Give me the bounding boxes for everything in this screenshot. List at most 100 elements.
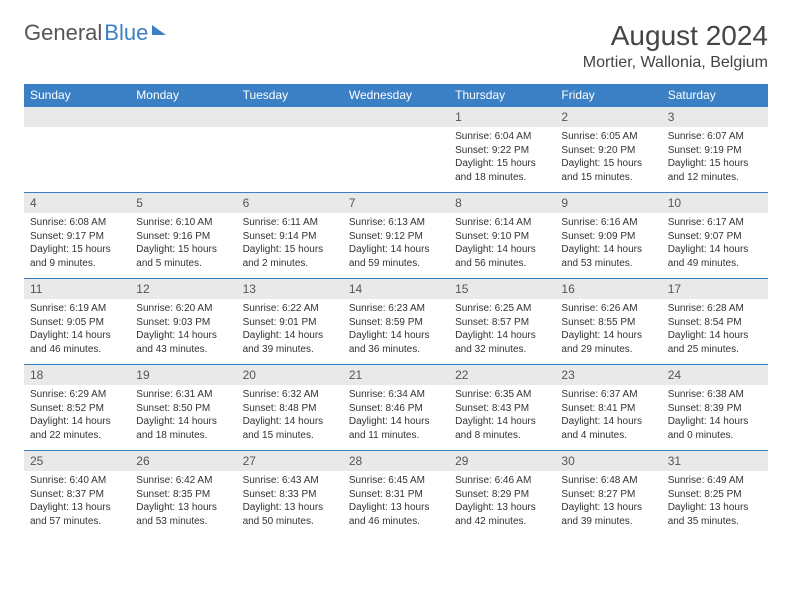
sunrise-text: Sunrise: 6:28 AM: [668, 302, 762, 316]
day-number: 30: [555, 451, 661, 471]
day-sun-data: Sunrise: 6:05 AMSunset: 9:20 PMDaylight:…: [555, 127, 661, 187]
day-number: 31: [662, 451, 768, 471]
day-sun-data: Sunrise: 6:19 AMSunset: 9:05 PMDaylight:…: [24, 299, 130, 359]
brand-part2: Blue: [104, 20, 148, 46]
daylight-text: Daylight: 15 hours and 5 minutes.: [136, 243, 230, 270]
daylight-text: Daylight: 13 hours and 57 minutes.: [30, 501, 124, 528]
weekday-header: Monday: [130, 84, 236, 107]
daylight-text: Daylight: 15 hours and 2 minutes.: [243, 243, 337, 270]
day-number: 14: [343, 279, 449, 299]
sunrise-text: Sunrise: 6:48 AM: [561, 474, 655, 488]
sunrise-text: Sunrise: 6:14 AM: [455, 216, 549, 230]
calendar-day-cell: 19Sunrise: 6:31 AMSunset: 8:50 PMDayligh…: [130, 365, 236, 451]
sunset-text: Sunset: 8:27 PM: [561, 488, 655, 502]
day-number: 27: [237, 451, 343, 471]
calendar-day-cell: 13Sunrise: 6:22 AMSunset: 9:01 PMDayligh…: [237, 279, 343, 365]
sunset-text: Sunset: 9:19 PM: [668, 144, 762, 158]
daylight-text: Daylight: 14 hours and 4 minutes.: [561, 415, 655, 442]
day-sun-data: Sunrise: 6:22 AMSunset: 9:01 PMDaylight:…: [237, 299, 343, 359]
sunset-text: Sunset: 8:50 PM: [136, 402, 230, 416]
calendar-day-cell: 30 Sunrise: 6:48 AMSunset: 8:27 PMDayligh…: [555, 451, 661, 537]
calendar-day-cell: 5Sunrise: 6:10 AMSunset: 9:16 PMDaylight…: [130, 193, 236, 279]
day-sun-data: Sunrise: 6:35 AMSunset: 8:43 PMDaylight:…: [449, 385, 555, 445]
day-sun-data: Sunrise: 6:40 AMSunset: 8:37 PMDaylight:…: [24, 471, 130, 531]
calendar-day-cell: 9Sunrise: 6:16 AMSunset: 9:09 PMDaylight…: [555, 193, 661, 279]
weekday-header: Saturday: [662, 84, 768, 107]
sunrise-text: Sunrise: 6:43 AM: [243, 474, 337, 488]
weekday-header: Wednesday: [343, 84, 449, 107]
day-sun-data: Sunrise: 6:43 AMSunset: 8:33 PMDaylight:…: [237, 471, 343, 531]
calendar-table: SundayMondayTuesdayWednesdayThursdayFrid…: [24, 84, 768, 537]
day-number: 24: [662, 365, 768, 385]
day-sun-data: Sunrise: 6:17 AMSunset: 9:07 PMDaylight:…: [662, 213, 768, 273]
daylight-text: Daylight: 14 hours and 36 minutes.: [349, 329, 443, 356]
sunset-text: Sunset: 8:48 PM: [243, 402, 337, 416]
month-title: August 2024: [583, 20, 768, 52]
day-number: 15: [449, 279, 555, 299]
day-number: 19: [130, 365, 236, 385]
sunset-text: Sunset: 8:59 PM: [349, 316, 443, 330]
sunset-text: Sunset: 8:43 PM: [455, 402, 549, 416]
daylight-text: Daylight: 14 hours and 18 minutes.: [136, 415, 230, 442]
day-number: 7: [343, 193, 449, 213]
calendar-day-cell: 1Sunrise: 6:04 AMSunset: 9:22 PMDaylight…: [449, 107, 555, 193]
daylight-text: Daylight: 14 hours and 32 minutes.: [455, 329, 549, 356]
calendar-day-cell: 12Sunrise: 6:20 AMSunset: 9:03 PMDayligh…: [130, 279, 236, 365]
sunset-text: Sunset: 8:29 PM: [455, 488, 549, 502]
sunrise-text: Sunrise: 6:08 AM: [30, 216, 124, 230]
sunrise-text: Sunrise: 6:05 AM: [561, 130, 655, 144]
sunrise-text: Sunrise: 6:37 AM: [561, 388, 655, 402]
calendar-day-cell: [130, 107, 236, 193]
sunset-text: Sunset: 9:09 PM: [561, 230, 655, 244]
sunrise-text: Sunrise: 6:32 AM: [243, 388, 337, 402]
sunrise-text: Sunrise: 6:40 AM: [30, 474, 124, 488]
day-number: 6: [237, 193, 343, 213]
day-number: 9: [555, 193, 661, 213]
day-sun-data: Sunrise: 6:20 AMSunset: 9:03 PMDaylight:…: [130, 299, 236, 359]
sunset-text: Sunset: 8:25 PM: [668, 488, 762, 502]
weekday-header: Tuesday: [237, 84, 343, 107]
calendar-day-cell: 29Sunrise: 6:46 AMSunset: 8:29 PMDayligh…: [449, 451, 555, 537]
day-number-empty: [24, 107, 130, 127]
day-sun-data: Sunrise: 6:14 AMSunset: 9:10 PMDaylight:…: [449, 213, 555, 273]
daylight-text: Daylight: 15 hours and 12 minutes.: [668, 157, 762, 184]
sunset-text: Sunset: 8:52 PM: [30, 402, 124, 416]
daylight-text: Daylight: 14 hours and 29 minutes.: [561, 329, 655, 356]
daylight-text: Daylight: 14 hours and 39 minutes.: [243, 329, 337, 356]
day-sun-data: Sunrise: 6:23 AMSunset: 8:59 PMDaylight:…: [343, 299, 449, 359]
sunrise-text: Sunrise: 6:11 AM: [243, 216, 337, 230]
sunrise-text: Sunrise: 6:25 AM: [455, 302, 549, 316]
sunrise-text: Sunrise: 6:26 AM: [561, 302, 655, 316]
sunrise-text: Sunrise: 6:38 AM: [668, 388, 762, 402]
day-number: 20: [237, 365, 343, 385]
day-number: 26: [130, 451, 236, 471]
sunset-text: Sunset: 8:41 PM: [561, 402, 655, 416]
day-sun-data: Sunrise: 6:32 AMSunset: 8:48 PMDaylight:…: [237, 385, 343, 445]
calendar-day-cell: 23Sunrise: 6:37 AMSunset: 8:41 PMDayligh…: [555, 365, 661, 451]
daylight-text: Daylight: 13 hours and 53 minutes.: [136, 501, 230, 528]
calendar-day-cell: 6Sunrise: 6:11 AMSunset: 9:14 PMDaylight…: [237, 193, 343, 279]
day-sun-data: Sunrise: 6:49 AMSunset: 8:25 PMDaylight:…: [662, 471, 768, 531]
day-number: 16: [555, 279, 661, 299]
sunrise-text: Sunrise: 6:49 AM: [668, 474, 762, 488]
day-sun-data: Sunrise: 6:16 AMSunset: 9:09 PMDaylight:…: [555, 213, 661, 273]
daylight-text: Daylight: 13 hours and 46 minutes.: [349, 501, 443, 528]
daylight-text: Daylight: 14 hours and 59 minutes.: [349, 243, 443, 270]
day-number: 25: [24, 451, 130, 471]
calendar-day-cell: [237, 107, 343, 193]
daylight-text: Daylight: 14 hours and 11 minutes.: [349, 415, 443, 442]
brand-flag-icon: [152, 25, 166, 35]
daylight-text: Daylight: 13 hours and 42 minutes.: [455, 501, 549, 528]
daylight-text: Daylight: 15 hours and 15 minutes.: [561, 157, 655, 184]
sunrise-text: Sunrise: 6:16 AM: [561, 216, 655, 230]
sunset-text: Sunset: 9:16 PM: [136, 230, 230, 244]
daylight-text: Daylight: 15 hours and 9 minutes.: [30, 243, 124, 270]
calendar-day-cell: 17Sunrise: 6:28 AMSunset: 8:54 PMDayligh…: [662, 279, 768, 365]
daylight-text: Daylight: 13 hours and 39 minutes.: [561, 501, 655, 528]
day-number-empty: [237, 107, 343, 127]
day-sun-data: Sunrise: 6:34 AMSunset: 8:46 PMDaylight:…: [343, 385, 449, 445]
calendar-day-cell: 31Sunrise: 6:49 AMSunset: 8:25 PMDayligh…: [662, 451, 768, 537]
sunset-text: Sunset: 9:22 PM: [455, 144, 549, 158]
calendar-day-cell: [343, 107, 449, 193]
sunset-text: Sunset: 8:35 PM: [136, 488, 230, 502]
